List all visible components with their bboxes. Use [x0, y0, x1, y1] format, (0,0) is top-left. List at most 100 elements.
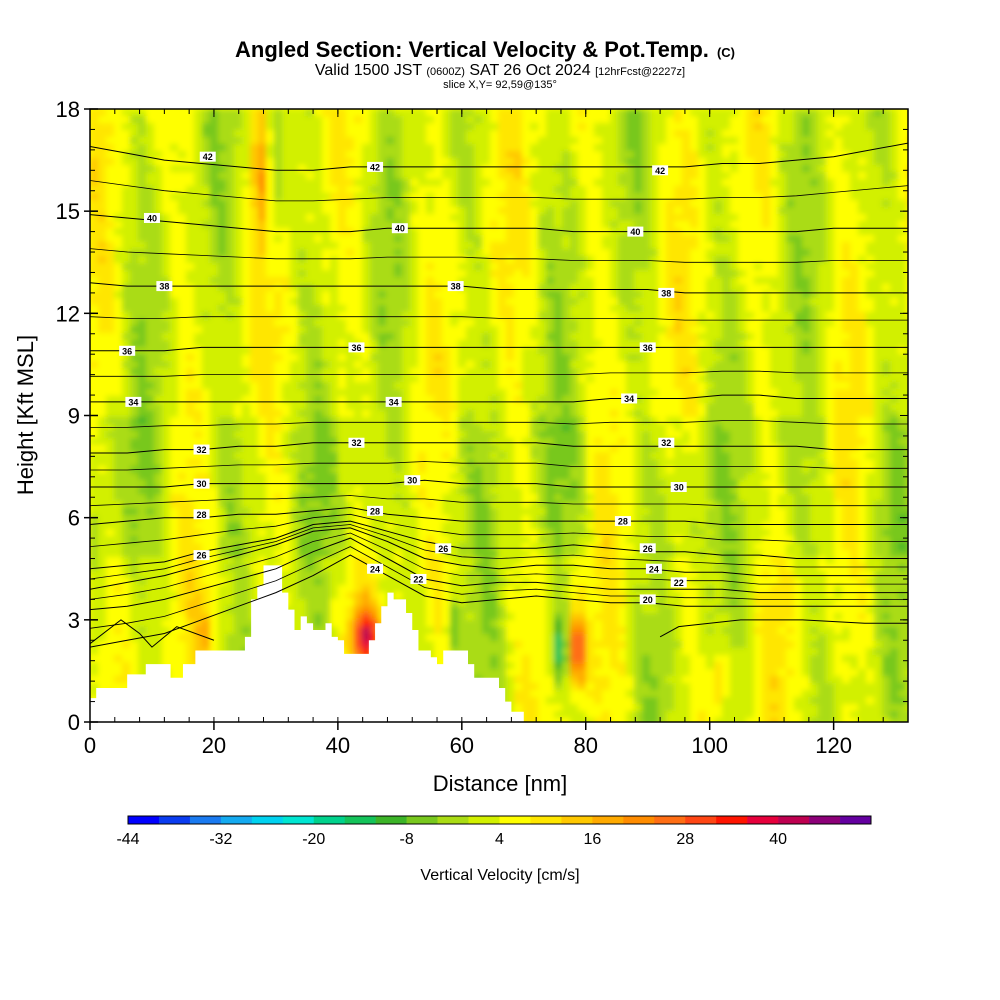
velocity-cell — [330, 158, 339, 166]
velocity-cell — [522, 305, 531, 313]
velocity-cell — [498, 452, 507, 460]
velocity-cell — [138, 144, 147, 152]
velocity-cell — [306, 543, 315, 551]
velocity-cell — [426, 361, 435, 369]
velocity-cell — [114, 669, 123, 677]
velocity-cell — [426, 305, 435, 313]
velocity-cell — [98, 417, 107, 425]
velocity-cell — [106, 578, 115, 586]
velocity-cell — [122, 648, 131, 656]
velocity-cell — [330, 116, 339, 124]
velocity-cell — [482, 389, 491, 397]
velocity-cell — [474, 655, 483, 663]
velocity-cell — [538, 396, 547, 404]
velocity-cell — [418, 158, 427, 166]
velocity-cell — [106, 480, 115, 488]
velocity-cell — [330, 137, 339, 145]
velocity-cell — [522, 158, 531, 166]
velocity-cell — [530, 193, 539, 201]
velocity-cell — [338, 375, 347, 383]
velocity-cell — [506, 515, 515, 523]
velocity-cell — [290, 235, 299, 243]
velocity-cell — [106, 473, 115, 481]
velocity-cell — [370, 305, 379, 313]
velocity-cell — [322, 130, 331, 138]
velocity-cell — [394, 291, 403, 299]
velocity-cell — [290, 452, 299, 460]
velocity-cell — [234, 431, 243, 439]
velocity-cell — [154, 277, 163, 285]
velocity-cell — [282, 291, 291, 299]
velocity-cell — [130, 655, 139, 663]
velocity-cell — [210, 606, 219, 614]
velocity-cell — [98, 200, 107, 208]
velocity-cell — [290, 221, 299, 229]
velocity-cell — [226, 550, 235, 558]
velocity-cell — [482, 221, 491, 229]
velocity-cell — [154, 410, 163, 418]
velocity-cell — [434, 564, 443, 572]
velocity-cell — [178, 655, 187, 663]
velocity-cell — [258, 550, 267, 558]
velocity-cell — [346, 319, 355, 327]
velocity-cell — [482, 445, 491, 453]
velocity-cell — [538, 165, 547, 173]
velocity-cell — [498, 116, 507, 124]
velocity-cell — [370, 277, 379, 285]
velocity-cell — [522, 284, 531, 292]
velocity-cell — [170, 662, 179, 670]
velocity-cell — [202, 235, 211, 243]
velocity-cell — [154, 109, 163, 117]
velocity-cell — [146, 417, 155, 425]
velocity-cell — [218, 312, 227, 320]
velocity-cell — [130, 165, 139, 173]
velocity-cell — [426, 459, 435, 467]
velocity-cell — [202, 501, 211, 509]
velocity-cell — [490, 242, 499, 250]
velocity-cell — [322, 263, 331, 271]
velocity-cell — [450, 487, 459, 495]
velocity-cell — [354, 564, 363, 572]
velocity-cell — [490, 508, 499, 516]
velocity-cell — [530, 340, 539, 348]
velocity-cell — [498, 165, 507, 173]
velocity-cell — [138, 592, 147, 600]
velocity-cell — [170, 361, 179, 369]
velocity-cell — [370, 578, 379, 586]
velocity-cell — [178, 599, 187, 607]
velocity-cell — [282, 494, 291, 502]
velocity-cell — [378, 515, 387, 523]
velocity-cell — [146, 424, 155, 432]
velocity-cell — [522, 599, 531, 607]
velocity-cell — [530, 109, 539, 117]
velocity-cell — [234, 214, 243, 222]
velocity-cell — [130, 410, 139, 418]
velocity-cell — [138, 221, 147, 229]
velocity-cell — [210, 235, 219, 243]
velocity-cell — [442, 277, 451, 285]
velocity-cell — [226, 277, 235, 285]
velocity-cell — [306, 557, 315, 565]
velocity-cell — [298, 452, 307, 460]
velocity-cell — [146, 354, 155, 362]
velocity-cell — [330, 305, 339, 313]
velocity-cell — [426, 123, 435, 131]
velocity-cell — [522, 340, 531, 348]
velocity-cell — [514, 249, 523, 257]
velocity-cell — [370, 403, 379, 411]
velocity-cell — [394, 473, 403, 481]
velocity-cell — [218, 137, 227, 145]
velocity-cell — [282, 557, 291, 565]
velocity-cell — [194, 438, 203, 446]
velocity-cell — [362, 263, 371, 271]
velocity-cell — [522, 508, 531, 516]
velocity-cell — [250, 368, 259, 376]
velocity-cell — [282, 298, 291, 306]
velocity-cell — [338, 424, 347, 432]
velocity-cell — [178, 487, 187, 495]
velocity-cell — [202, 263, 211, 271]
velocity-cell — [202, 116, 211, 124]
velocity-cell — [538, 214, 547, 222]
velocity-cell — [114, 312, 123, 320]
velocity-cell — [418, 144, 427, 152]
